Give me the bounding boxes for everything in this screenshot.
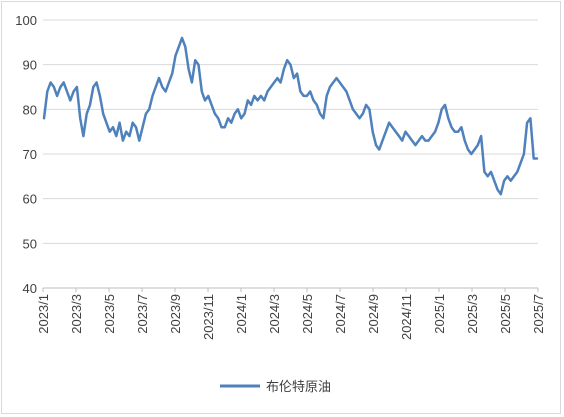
x-tick-label: 2025/1 [432, 294, 447, 334]
y-tick-label: 100 [15, 13, 37, 28]
x-tick-label: 2024/11 [399, 294, 414, 340]
x-tick-label: 2025/5 [498, 294, 513, 334]
x-tick-label: 2024/7 [333, 294, 348, 334]
x-tick-label: 2024/9 [366, 294, 381, 334]
x-tick-label: 2023/11 [201, 294, 216, 340]
y-axis-ticks: 40 50 60 70 80 90 100 [15, 13, 37, 296]
x-tick-label: 2023/7 [135, 294, 150, 334]
x-tick-label: 2023/9 [168, 294, 183, 334]
x-tick-label: 2024/5 [300, 294, 315, 334]
y-tick-label: 40 [23, 281, 37, 296]
x-tick-label: 2024/3 [267, 294, 282, 334]
legend-label-brent: 布伦特原油 [266, 380, 331, 395]
y-tick-label: 50 [23, 236, 37, 251]
y-tick-label: 90 [23, 58, 37, 73]
gridlines [43, 19, 538, 289]
x-tick-label: 2024/1 [234, 294, 249, 334]
y-tick-label: 70 [23, 147, 37, 162]
x-tick-label: 2025/7 [531, 294, 546, 334]
x-tick-label: 2023/5 [102, 294, 117, 334]
series-group [42, 36, 539, 196]
x-axis-ticks: 2023/1 2023/3 2023/5 2023/7 2023/9 2023/11 202… [36, 288, 546, 340]
x-tick-label: 2023/1 [36, 294, 51, 334]
y-tick-label: 80 [23, 102, 37, 117]
x-tick-label: 2023/3 [69, 294, 84, 334]
legend: 布伦特原油 [220, 380, 331, 395]
series-line-brent [42, 36, 539, 196]
x-tick-label: 2025/3 [465, 294, 480, 334]
y-tick-label: 60 [23, 192, 37, 207]
